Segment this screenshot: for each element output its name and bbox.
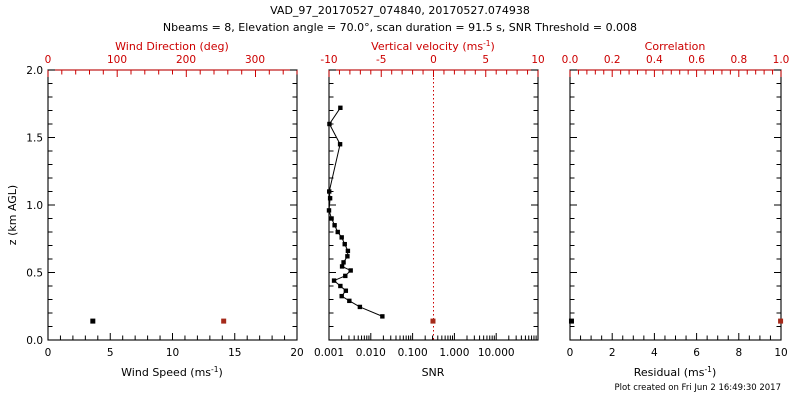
data-point-marker <box>338 105 343 110</box>
panel1-top-axis-label: Wind Direction (deg) <box>115 40 229 53</box>
panel2-top-tick-2: 0 <box>430 54 437 66</box>
panel-correlation: Correlation 0.0 0.2 0.4 0.6 0.8 1.0 <box>562 40 790 379</box>
wind-speed-point <box>90 318 96 324</box>
figure-title: VAD_97_20170527_074840, 20170527.074938 <box>270 4 530 17</box>
y-tick-0: 0.0 <box>26 335 43 347</box>
panel1-data-markers <box>90 318 227 324</box>
panel1-tick-2: 10 <box>166 347 179 359</box>
data-point-marker <box>339 235 344 240</box>
data-point-marker <box>327 196 333 201</box>
data-point-marker <box>327 189 332 194</box>
data-point-marker <box>345 248 351 254</box>
data-point-marker <box>337 142 343 147</box>
panel-snr: Vertical velocity (ms-1) -10 -5 0 5 10 <box>314 39 545 379</box>
panel2-x-axis-label: SNR <box>422 366 445 379</box>
snr-profile-markers <box>326 105 385 319</box>
residual-point <box>568 318 574 324</box>
data-point-marker <box>339 264 345 269</box>
panel3-tick-2: 4 <box>651 347 658 359</box>
data-point-marker <box>331 278 337 283</box>
y-tick-2: 1.0 <box>26 200 43 212</box>
panel2-tick-1: 0.010 <box>356 347 386 359</box>
panel3-top-tick-2: 0.4 <box>646 54 663 66</box>
data-point-marker <box>329 216 334 221</box>
panel3-top-tick-4: 0.8 <box>730 54 747 66</box>
figure-subtitle: Nbeams = 8, Elevation angle = 70.0°, sca… <box>163 21 637 34</box>
wind-direction-point <box>221 318 227 324</box>
data-point-marker <box>348 268 353 273</box>
data-point-marker <box>343 273 348 279</box>
panel1-y-ticks <box>48 69 297 341</box>
panel2-tick-3: 1.000 <box>439 347 469 359</box>
panel2-top-tick-4: 10 <box>531 54 544 66</box>
panel3-top-tick-1: 0.2 <box>604 54 621 66</box>
data-point-marker <box>326 208 332 213</box>
panel2-top-axis-label: Vertical velocity (ms-1) <box>371 39 495 53</box>
data-point-marker <box>338 283 343 289</box>
panel2-y-ticks <box>329 69 538 341</box>
panel3-top-ticks <box>569 70 782 77</box>
panel3-tick-1: 2 <box>609 347 616 359</box>
vertical-velocity-point <box>430 318 436 324</box>
data-point-marker <box>327 121 332 127</box>
panel3-tick-0: 0 <box>567 347 574 359</box>
panel3-bottom-ticks <box>569 333 782 340</box>
panel1-tick-3: 15 <box>228 347 241 359</box>
panel2-tick-2: 0.100 <box>398 347 428 359</box>
panel2-top-tick-3: 5 <box>482 54 489 66</box>
panel3-tick-4: 8 <box>735 347 742 359</box>
panel2-tick-0: 0.001 <box>314 347 344 359</box>
plot-footer: Plot created on Fri Jun 2 16:49:30 2017 <box>614 383 781 393</box>
data-point-marker <box>342 241 347 247</box>
panel3-tick-3: 6 <box>693 347 700 359</box>
panel1-tick-1: 5 <box>107 347 114 359</box>
panel3-x-axis-label: Residual (ms-1) <box>634 365 716 379</box>
data-point-marker <box>335 229 340 235</box>
data-point-marker <box>341 260 346 265</box>
y-tick-4: 2.0 <box>26 65 43 77</box>
panel2-top-tick-0: -10 <box>320 54 337 66</box>
correlation-point <box>778 318 784 324</box>
panel2-top-ticks <box>328 70 539 77</box>
data-point-marker <box>380 314 385 319</box>
data-point-marker <box>345 254 350 259</box>
panel3-top-tick-5: 1.0 <box>773 54 790 66</box>
panel-wind: Wind Direction (deg) 0 100 200 300 <box>26 40 303 379</box>
y-axis-label: z (km AGL) <box>6 185 19 245</box>
panel3-top-tick-3: 0.6 <box>688 54 705 66</box>
panel1-top-tick-3: 300 <box>245 54 265 66</box>
data-point-marker <box>339 293 344 299</box>
data-point-marker <box>332 223 337 228</box>
data-point-marker <box>343 288 349 293</box>
panel1-top-tick-0: 0 <box>45 54 52 66</box>
panel2-bottom-ticks <box>328 333 539 340</box>
panel3-top-tick-0: 0.0 <box>562 54 579 66</box>
panel1-top-tick-1: 100 <box>107 54 127 66</box>
panel3-y-ticks <box>570 69 781 341</box>
panel1-top-tick-2: 200 <box>176 54 196 66</box>
panel2-top-tick-1: -5 <box>376 54 386 66</box>
panel3-top-axis-label: Correlation <box>645 40 706 53</box>
panel1-bottom-ticks <box>47 333 298 340</box>
y-tick-3: 1.5 <box>26 133 43 145</box>
data-point-marker <box>347 298 352 304</box>
y-tick-1: 0.5 <box>26 268 43 280</box>
panel1-tick-0: 0 <box>45 347 52 359</box>
data-point-marker <box>357 304 363 310</box>
panel2-tick-4: 10.000 <box>478 347 515 359</box>
panel1-x-axis-label: Wind Speed (ms-1) <box>121 365 223 379</box>
panel3-tick-5: 10 <box>774 347 787 359</box>
panel1-tick-4: 20 <box>290 347 303 359</box>
panel1-top-ticks <box>47 70 298 77</box>
